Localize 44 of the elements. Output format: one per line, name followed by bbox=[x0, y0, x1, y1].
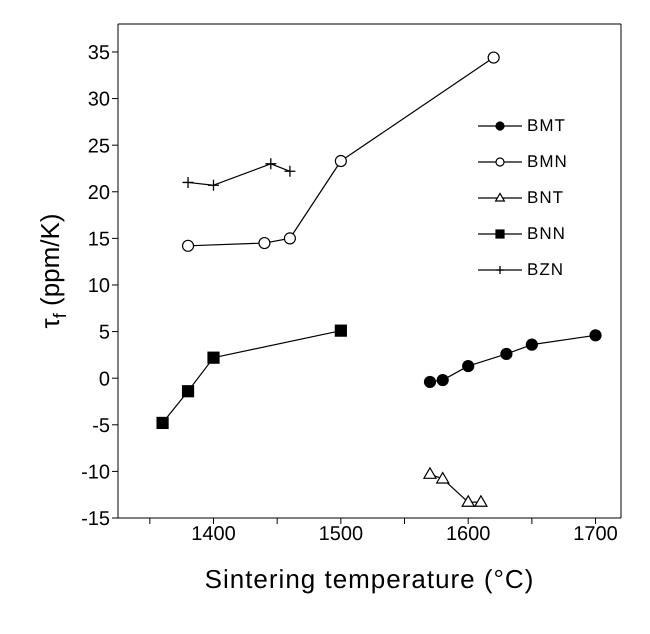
point bbox=[258, 236, 271, 250]
point bbox=[436, 374, 449, 386]
point bbox=[182, 176, 194, 189]
y-tick-label: 25 bbox=[88, 135, 110, 158]
y-tick-label: 10 bbox=[88, 275, 110, 298]
x-tick-label: 1500 bbox=[318, 523, 364, 546]
point bbox=[589, 329, 602, 342]
point bbox=[462, 360, 474, 372]
x-axis-title: Sintering temperature (°C) bbox=[204, 564, 534, 594]
legend-label: BZN bbox=[527, 260, 564, 280]
y-tick-label: 5 bbox=[98, 322, 110, 344]
y-tick-label: 15 bbox=[88, 228, 110, 250]
point bbox=[182, 385, 194, 398]
x-tick-label: 1700 bbox=[573, 523, 618, 546]
y-tick-label: 0 bbox=[98, 368, 110, 390]
point bbox=[462, 495, 475, 507]
y-tick-label: -15 bbox=[81, 508, 110, 530]
point bbox=[284, 165, 296, 178]
point bbox=[207, 179, 220, 192]
legend-label: BMN bbox=[527, 152, 568, 172]
point bbox=[264, 158, 277, 170]
x-tick-label: 1400 bbox=[191, 523, 236, 546]
point bbox=[182, 240, 194, 252]
point bbox=[474, 495, 488, 507]
point bbox=[284, 232, 296, 244]
point bbox=[500, 348, 512, 360]
x-tick-label: 1600 bbox=[446, 523, 490, 546]
point bbox=[156, 416, 169, 430]
y-tick-label: -10 bbox=[81, 461, 110, 484]
y-tick-label: 30 bbox=[88, 88, 110, 111]
point bbox=[526, 338, 538, 351]
legend-label: BNN bbox=[527, 224, 566, 244]
point bbox=[488, 51, 500, 64]
y-tick-label: 35 bbox=[88, 42, 110, 64]
y-tick-label: 20 bbox=[88, 182, 110, 204]
point bbox=[334, 324, 347, 337]
y-tick-label: -5 bbox=[92, 414, 110, 437]
point bbox=[436, 472, 450, 484]
legend-label: BNT bbox=[527, 188, 564, 208]
legend-label: BMT bbox=[527, 116, 566, 136]
point bbox=[334, 154, 347, 168]
point bbox=[424, 376, 436, 388]
point bbox=[423, 467, 437, 479]
point bbox=[207, 352, 220, 364]
